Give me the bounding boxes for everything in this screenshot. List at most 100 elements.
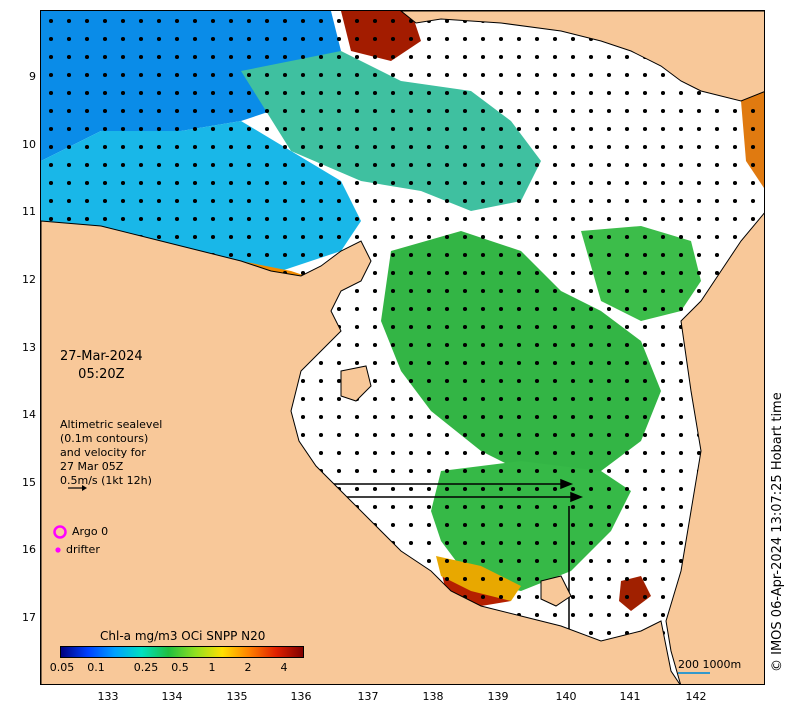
velocity-arrow-dot — [678, 234, 684, 240]
velocity-arrow-dot — [480, 216, 486, 222]
velocity-arrow-dot — [660, 234, 666, 240]
velocity-arrow-dot — [480, 342, 486, 348]
velocity-arrow-dot — [66, 36, 72, 42]
velocity-arrow-dot — [372, 414, 378, 420]
velocity-arrow-dot — [192, 18, 198, 24]
velocity-arrow-dot — [138, 18, 144, 24]
velocity-arrow-dot — [516, 432, 522, 438]
velocity-arrow-dot — [372, 162, 378, 168]
velocity-arrow-dot — [408, 450, 414, 456]
velocity-arrow-dot — [408, 432, 414, 438]
velocity-arrow-dot — [372, 324, 378, 330]
velocity-arrow-dot — [570, 216, 576, 222]
velocity-arrow-dot — [570, 198, 576, 204]
velocity-arrow-dot — [642, 468, 648, 474]
velocity-arrow-dot — [138, 72, 144, 78]
velocity-arrow-dot — [48, 198, 54, 204]
velocity-arrow-dot — [84, 144, 90, 150]
velocity-arrow-dot — [642, 90, 648, 96]
velocity-arrow-dot — [696, 180, 702, 186]
velocity-arrow-dot — [570, 468, 576, 474]
velocity-arrow-dot — [408, 162, 414, 168]
velocity-arrow-dot — [390, 234, 396, 240]
velocity-arrow-dot — [660, 144, 666, 150]
velocity-arrow-dot — [624, 360, 630, 366]
velocity-arrow-dot — [102, 36, 108, 42]
velocity-arrow-dot — [534, 396, 540, 402]
velocity-arrow-dot — [570, 288, 576, 294]
velocity-arrow-dot — [480, 540, 486, 546]
velocity-arrow-dot — [588, 162, 594, 168]
velocity-arrow-dot — [480, 378, 486, 384]
velocity-arrow-dot — [606, 288, 612, 294]
velocity-arrow-dot — [390, 108, 396, 114]
velocity-arrow-dot — [714, 270, 720, 276]
velocity-arrow-dot — [318, 90, 324, 96]
velocity-arrow-dot — [678, 90, 684, 96]
velocity-arrow-dot — [642, 108, 648, 114]
velocity-arrow-dot — [480, 594, 486, 600]
velocity-arrow-dot — [318, 432, 324, 438]
velocity-arrow-dot — [408, 126, 414, 132]
velocity-arrow-dot — [372, 396, 378, 402]
velocity-arrow-dot — [480, 198, 486, 204]
velocity-arrow-dot — [588, 270, 594, 276]
velocity-arrow-dot — [498, 468, 504, 474]
velocity-arrow-dot — [426, 216, 432, 222]
velocity-arrow-dot — [642, 450, 648, 456]
velocity-arrow-dot — [588, 576, 594, 582]
chl-patch-orange-east — [741, 91, 764, 188]
velocity-arrow-dot — [264, 108, 270, 114]
velocity-arrow-dot — [624, 450, 630, 456]
velocity-arrow-dot — [606, 54, 612, 60]
velocity-arrow-dot — [192, 162, 198, 168]
velocity-arrow-dot — [336, 450, 342, 456]
velocity-arrow-dot — [534, 612, 540, 618]
velocity-arrow-dot — [336, 432, 342, 438]
lon-tick-135: 135 — [226, 690, 248, 703]
velocity-arrow-dot — [588, 378, 594, 384]
velocity-arrow-dot — [498, 180, 504, 186]
chl-patch-green-east — [581, 226, 701, 321]
velocity-arrow-dot — [750, 144, 756, 150]
velocity-arrow-dot — [570, 90, 576, 96]
velocity-arrow-dot — [642, 396, 648, 402]
velocity-arrow-dot — [480, 468, 486, 474]
velocity-arrow-dot — [372, 378, 378, 384]
velocity-arrow-dot — [516, 522, 522, 528]
velocity-arrow-dot — [696, 216, 702, 222]
velocity-arrow-dot — [408, 72, 414, 78]
velocity-arrow-dot — [336, 414, 342, 420]
velocity-arrow-dot — [498, 450, 504, 456]
velocity-arrow-dot — [588, 432, 594, 438]
velocity-arrow-dot — [300, 396, 306, 402]
velocity-arrow-dot — [516, 126, 522, 132]
velocity-arrow-dot — [336, 126, 342, 132]
velocity-arrow-dot — [354, 306, 360, 312]
velocity-arrow-dot — [120, 54, 126, 60]
velocity-arrow-dot — [570, 414, 576, 420]
velocity-arrow-dot — [588, 558, 594, 564]
sealevel-line-2: (0.1m contours) — [60, 432, 149, 445]
velocity-arrow-dot — [120, 144, 126, 150]
velocity-arrow-dot — [354, 234, 360, 240]
velocity-arrow-dot — [534, 90, 540, 96]
velocity-arrow-dot — [408, 54, 414, 60]
velocity-arrow-dot — [282, 108, 288, 114]
velocity-arrow-dot — [300, 162, 306, 168]
velocity-arrow-dot — [264, 180, 270, 186]
velocity-arrow-dot — [516, 36, 522, 42]
velocity-arrow-dot — [426, 504, 432, 510]
velocity-arrow-dot — [354, 72, 360, 78]
velocity-arrow-dot — [642, 234, 648, 240]
velocity-arrow-dot — [534, 72, 540, 78]
velocity-arrow-dot — [660, 198, 666, 204]
velocity-arrow-dot — [552, 414, 558, 420]
velocity-arrow-dot — [516, 216, 522, 222]
velocity-arrow-dot — [336, 72, 342, 78]
velocity-arrow-dot — [552, 252, 558, 258]
velocity-arrow-dot — [462, 432, 468, 438]
velocity-arrow-dot — [660, 72, 666, 78]
velocity-arrow-dot — [426, 270, 432, 276]
velocity-arrow-dot — [390, 54, 396, 60]
